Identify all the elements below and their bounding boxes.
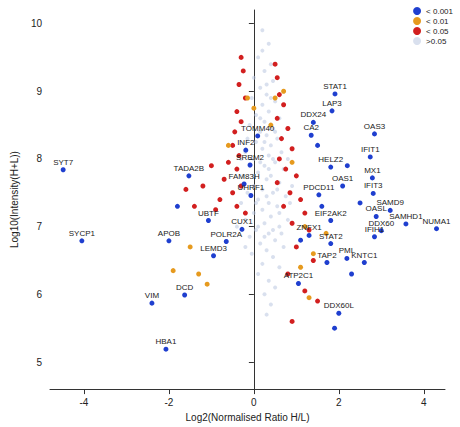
- svg-text:ZNFX1: ZNFX1: [296, 223, 322, 233]
- svg-text:OASL: OASL: [366, 204, 388, 213]
- svg-text:TOMM40: TOMM40: [241, 124, 275, 133]
- svg-text:9: 9: [36, 86, 42, 97]
- svg-text:SRRM2: SRRM2: [236, 153, 265, 162]
- svg-text:APOB: APOB: [158, 229, 180, 238]
- svg-text:VIM: VIM: [145, 291, 160, 300]
- svg-text:IFIH1: IFIH1: [365, 225, 385, 234]
- svg-text:POLR2A: POLR2A: [210, 230, 242, 239]
- svg-text:EIF2AK2: EIF2AK2: [315, 209, 348, 218]
- svg-text:PDCD11: PDCD11: [303, 183, 335, 192]
- svg-text:SAMD9: SAMD9: [376, 198, 404, 208]
- svg-text:DCD: DCD: [176, 283, 194, 292]
- svg-text:LEMD3: LEMD3: [200, 244, 227, 253]
- svg-text:STAT1: STAT1: [323, 82, 347, 91]
- svg-text:LAP3: LAP3: [322, 99, 342, 108]
- svg-text:TADA2B: TADA2B: [174, 164, 205, 173]
- svg-text:>0.05: >0.05: [426, 37, 447, 46]
- svg-text:2: 2: [336, 397, 342, 408]
- svg-text:DDX60: DDX60: [368, 218, 395, 228]
- svg-text:7: 7: [36, 221, 42, 232]
- svg-text:STAT2: STAT2: [319, 232, 343, 241]
- svg-text:< 0.01: < 0.01: [426, 17, 449, 26]
- svg-text:< 0.05: < 0.05: [426, 27, 449, 36]
- svg-text:SAMHD1: SAMHD1: [389, 212, 423, 221]
- svg-text:OAS3: OAS3: [364, 122, 386, 131]
- svg-text:0: 0: [251, 397, 257, 408]
- svg-text:SYT7: SYT7: [53, 158, 74, 167]
- svg-text:PML: PML: [338, 246, 356, 256]
- svg-text:-4: -4: [80, 397, 89, 408]
- svg-text:ATP2C1: ATP2C1: [284, 271, 314, 280]
- svg-text:NUMA1: NUMA1: [422, 217, 451, 226]
- svg-text:KNTC1: KNTC1: [351, 251, 378, 260]
- svg-text:UBTF: UBTF: [198, 209, 219, 218]
- svg-text:FAM83H: FAM83H: [229, 172, 260, 181]
- svg-text:SYCP1: SYCP1: [69, 229, 96, 238]
- svg-text:TAP2: TAP2: [317, 251, 337, 260]
- svg-text:10: 10: [31, 18, 43, 29]
- svg-text:UHRF1: UHRF1: [238, 183, 265, 192]
- svg-text:DDX60L: DDX60L: [324, 301, 355, 310]
- svg-text:IFIT3: IFIT3: [364, 181, 383, 190]
- svg-text:HELZ2: HELZ2: [318, 155, 343, 164]
- svg-text:Log10(Intensity(H+L)): Log10(Intensity(H+L)): [9, 151, 20, 248]
- svg-text:< 0.001: < 0.001: [426, 7, 453, 16]
- svg-text:CA2: CA2: [303, 123, 319, 132]
- svg-text:6: 6: [36, 289, 42, 300]
- svg-text:5: 5: [36, 357, 42, 368]
- svg-text:8: 8: [36, 153, 42, 164]
- svg-text:MX1: MX1: [364, 166, 381, 175]
- svg-text:IFIT1: IFIT1: [361, 145, 380, 154]
- svg-text:4: 4: [421, 397, 427, 408]
- svg-text:CUX1: CUX1: [231, 217, 253, 226]
- svg-text:INF2: INF2: [237, 138, 255, 147]
- svg-text:Log2(Normalised Ratio H/L): Log2(Normalised Ratio H/L): [186, 412, 310, 423]
- svg-text:-2: -2: [164, 397, 173, 408]
- svg-text:OAS1: OAS1: [332, 174, 354, 183]
- svg-text:HBA1: HBA1: [155, 337, 176, 346]
- svg-text:DDX24: DDX24: [300, 110, 326, 119]
